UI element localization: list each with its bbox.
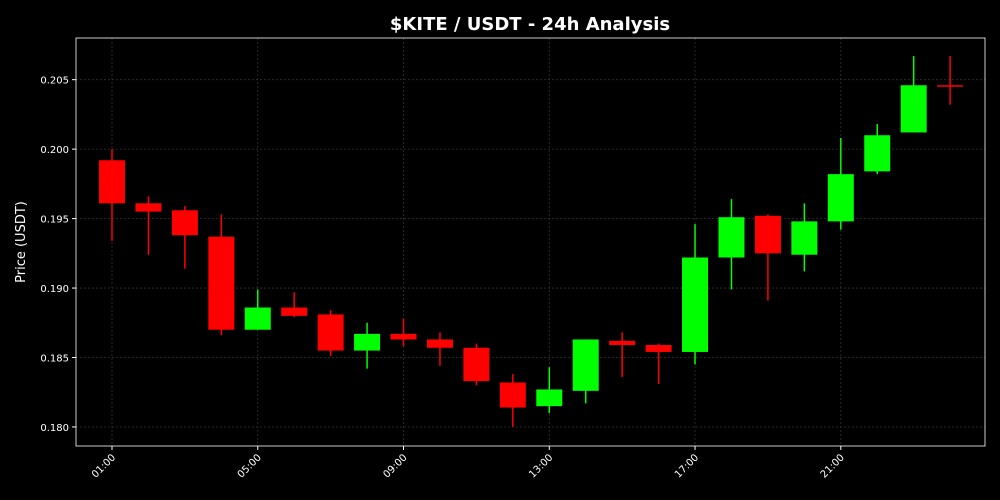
candle-body <box>281 307 308 316</box>
plot-frame <box>75 37 986 447</box>
y-tick-label: 0.185 <box>40 354 69 365</box>
candle-body <box>645 345 672 352</box>
candle-body <box>463 347 490 382</box>
candle-body <box>536 389 563 407</box>
candle-body <box>900 85 927 133</box>
candle-body <box>791 221 818 255</box>
candle-body <box>937 85 964 87</box>
y-tick-label: 0.180 <box>40 423 69 434</box>
y-tick-label: 0.200 <box>40 145 69 156</box>
candle-body <box>426 339 453 348</box>
candle-body <box>208 236 235 330</box>
candle-body <box>572 339 599 391</box>
y-tick-label: 0.190 <box>40 284 69 295</box>
candle-body <box>682 257 709 352</box>
candle-body <box>609 340 636 346</box>
y-tick-label: 0.205 <box>40 76 69 87</box>
candle-body <box>354 333 381 351</box>
candle-body <box>317 314 344 351</box>
candle-body <box>135 203 162 212</box>
candle-body <box>827 174 854 222</box>
candle-body <box>499 382 526 408</box>
y-axis-label: Price (USDT) <box>14 201 29 283</box>
candle-body <box>390 333 417 340</box>
y-tick-label: 0.195 <box>40 215 69 226</box>
candle-body <box>99 160 125 204</box>
candle-body <box>754 215 781 254</box>
candle-body <box>718 217 745 258</box>
candle-body <box>171 210 198 236</box>
candle-body <box>244 307 271 330</box>
candle-body <box>864 135 891 172</box>
chart-title: $KITE / USDT - 24h Analysis <box>390 14 670 35</box>
